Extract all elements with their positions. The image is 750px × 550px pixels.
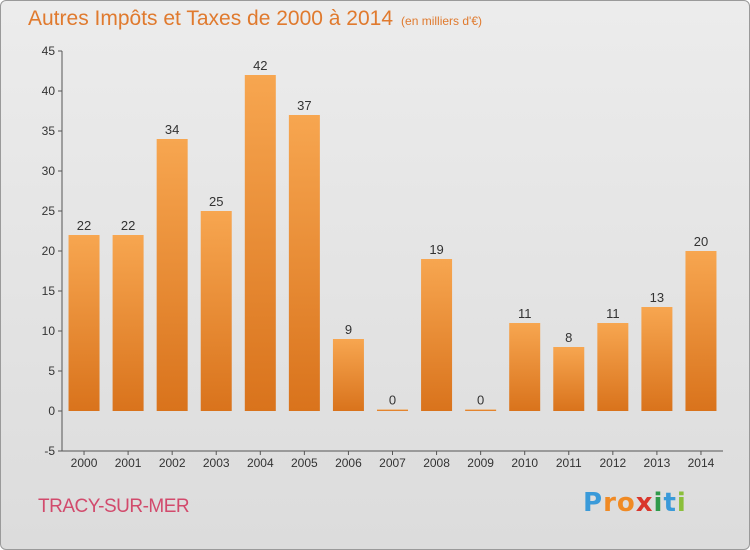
x-tick-label: 2004 [247, 456, 274, 470]
logo-letter: i [676, 488, 687, 518]
bar [68, 235, 100, 411]
x-tick-label: 2000 [71, 456, 98, 470]
y-tick-label: -5 [44, 444, 55, 458]
x-tick-label: 2013 [644, 456, 671, 470]
x-tick-label: 2014 [688, 456, 715, 470]
bar [156, 139, 188, 411]
chart-title: Autres Impôts et Taxes de 2000 à 2014 (en… [28, 7, 482, 31]
x-tick-label: 2002 [159, 456, 186, 470]
y-tick-label: 5 [48, 364, 55, 378]
bar-value-label: 13 [650, 290, 664, 305]
x-tick-label: 2011 [556, 456, 582, 470]
y-tick-label: 0 [48, 404, 55, 418]
logo-letter: P [583, 488, 604, 518]
bar-value-label: 20 [694, 234, 708, 249]
y-tick-label: 20 [42, 244, 56, 258]
x-tick-label: 2005 [291, 456, 318, 470]
bar [597, 323, 629, 411]
x-tick-label: 2009 [467, 456, 494, 470]
bar-value-label: 0 [477, 393, 484, 408]
bar [244, 75, 276, 411]
bar-value-label: 8 [565, 330, 572, 345]
x-tick-label: 2007 [379, 456, 406, 470]
bar-value-label: 22 [121, 218, 135, 233]
bar-value-label: 0 [389, 393, 396, 408]
bar [377, 409, 408, 411]
bar [509, 323, 541, 411]
commune-name: TRACY-SUR-MER [38, 496, 190, 517]
logo-letter: x [635, 488, 654, 518]
y-tick-label: 25 [42, 204, 56, 218]
y-tick-label: 45 [42, 44, 56, 58]
logo-letter: r [603, 488, 617, 518]
bar-value-label: 22 [77, 218, 91, 233]
bar [421, 259, 453, 411]
chart-subtitle: (en milliers d'€) [401, 14, 483, 28]
bar-value-label: 9 [345, 322, 352, 337]
bar [465, 409, 497, 411]
bar [288, 115, 320, 411]
bar-value-label: 11 [518, 306, 532, 321]
bar-value-label: 34 [165, 122, 179, 137]
bar [112, 235, 144, 411]
x-tick-label: 2008 [423, 456, 450, 470]
bar [685, 251, 717, 411]
chart-title-text: Autres Impôts et Taxes de 2000 à 2014 [28, 7, 394, 30]
x-tick-label: 2001 [115, 456, 142, 470]
bar [553, 347, 585, 411]
bar [641, 307, 673, 411]
bar-value-label: 25 [209, 194, 223, 209]
bar-value-label: 19 [429, 242, 443, 257]
bar-value-label: 37 [297, 98, 311, 113]
bar-value-label: 11 [606, 306, 620, 321]
y-tick-label: 40 [42, 84, 56, 98]
x-tick-label: 2006 [335, 456, 362, 470]
bar [200, 211, 232, 411]
logo-letter: o [616, 488, 636, 518]
y-tick-label: 35 [42, 124, 56, 138]
bar-value-label: 42 [253, 58, 267, 73]
logo-letter: t [663, 488, 677, 518]
y-tick-label: 10 [42, 324, 56, 338]
logo-letter: i [653, 488, 664, 518]
x-tick-label: 2010 [511, 456, 538, 470]
x-tick-label: 2003 [203, 456, 230, 470]
y-tick-label: 15 [42, 284, 56, 298]
y-tick-label: 30 [42, 164, 56, 178]
proxiti-logo: Proxiti [583, 488, 687, 518]
x-tick-label: 2012 [599, 456, 626, 470]
bar [332, 339, 364, 411]
